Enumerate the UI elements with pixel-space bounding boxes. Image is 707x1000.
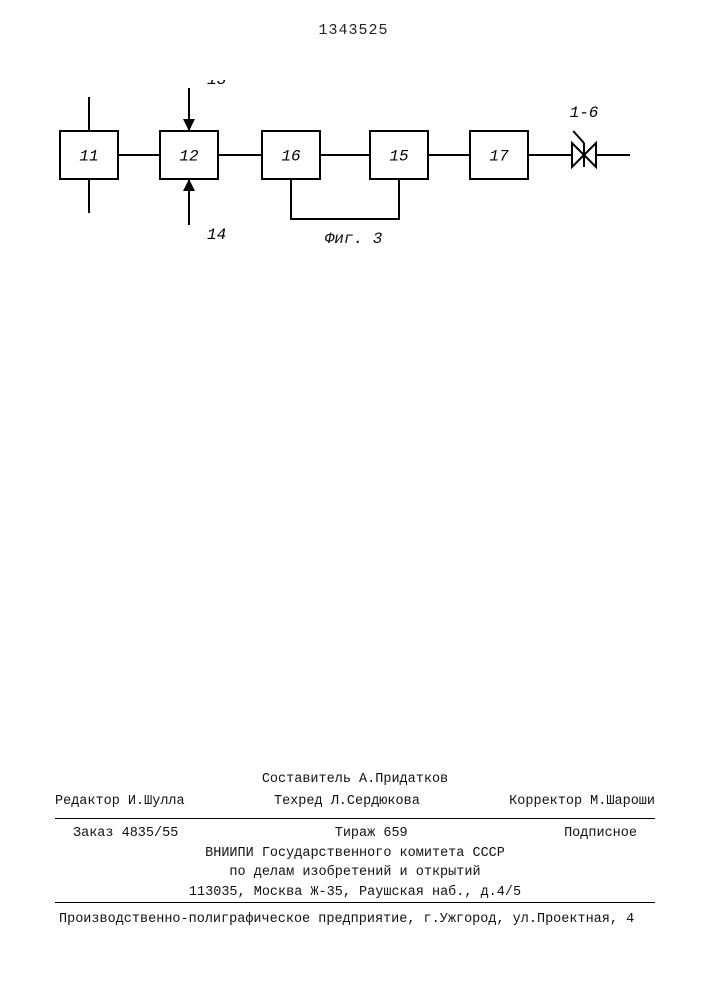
block-label-12: 12 [179, 148, 199, 166]
footer-order: Заказ 4835/55 [73, 824, 178, 844]
divider-2 [55, 902, 655, 903]
footer-editor: Редактор И.Шулла [55, 792, 185, 812]
thyristor-anode-triangle [572, 143, 584, 167]
input-label-13: 13 [207, 80, 227, 89]
page: 1343525 111216151713141-6 Фиг. 3 Состави… [0, 0, 707, 1000]
block-label-15: 15 [389, 148, 409, 166]
document-number: 1343525 [0, 22, 707, 39]
output-label: 1-6 [570, 104, 599, 122]
footer-org-line2: по делам изобретений и открытий [55, 863, 655, 883]
block-label-16: 16 [281, 148, 301, 166]
block-label-11: 11 [79, 148, 98, 166]
footer-subscription: Подписное [564, 824, 637, 844]
footer-compiler: Составитель А.Придатков [55, 770, 655, 790]
block-label-17: 17 [489, 148, 509, 166]
divider-1 [55, 818, 655, 819]
footer-tech-editor: Техред Л.Сердюкова [274, 792, 420, 812]
thyristor-gate [573, 131, 584, 143]
footer-address: 113035, Москва Ж-35, Раушская наб., д.4/… [55, 883, 655, 903]
footer-print-run: Тираж 659 [335, 824, 408, 844]
thyristor-opposing-triangle [584, 143, 596, 167]
figure-caption: Фиг. 3 [0, 230, 707, 248]
footer-corrector: Корректор М.Шароши [509, 792, 655, 812]
feedback-wire [291, 179, 399, 219]
footer-printer: Производственно-полиграфическое предприя… [55, 910, 659, 930]
footer-org-line1: ВНИИПИ Государственного комитета СССР [55, 844, 655, 864]
footer-org: Заказ 4835/55 Тираж 659 Подписное ВНИИПИ… [55, 824, 655, 902]
footer-credits-row: Редактор И.Шулла Техред Л.Сердюкова Корр… [55, 792, 655, 812]
